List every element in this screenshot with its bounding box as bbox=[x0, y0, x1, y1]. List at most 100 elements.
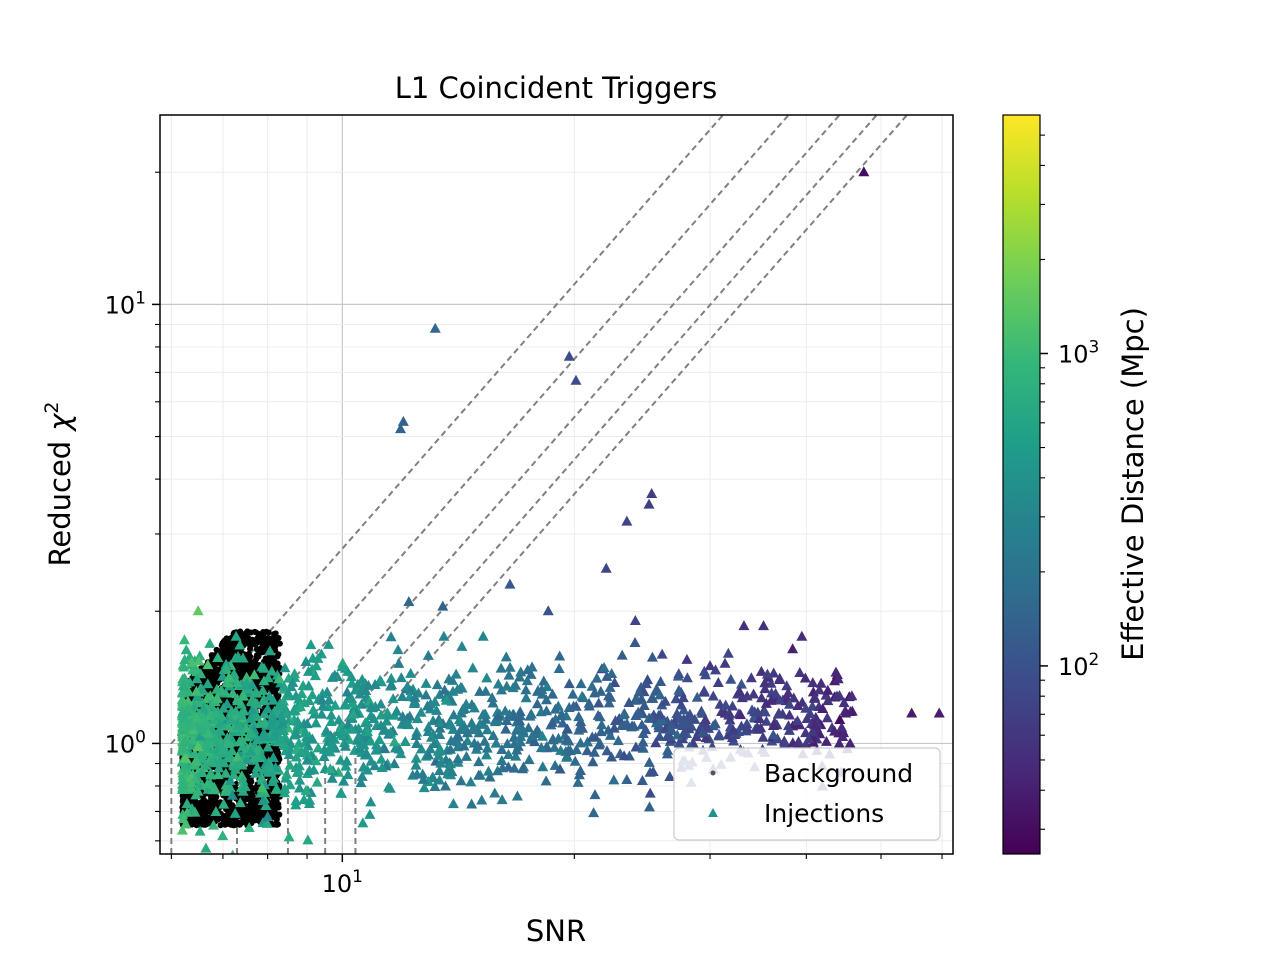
injection-point bbox=[395, 672, 407, 683]
injection-point bbox=[520, 692, 532, 703]
injection-point bbox=[792, 700, 804, 711]
injection-point bbox=[324, 746, 336, 757]
injection-point bbox=[257, 684, 269, 695]
injection-point bbox=[258, 662, 270, 673]
injection-point bbox=[440, 694, 452, 705]
injection-point bbox=[577, 722, 589, 733]
injection-point bbox=[365, 796, 377, 807]
injection-point bbox=[179, 760, 191, 771]
injection-point bbox=[290, 728, 302, 739]
injection-point bbox=[569, 755, 581, 766]
injection-point bbox=[561, 723, 573, 734]
injection-point bbox=[213, 762, 225, 773]
injection-point bbox=[492, 710, 504, 721]
injection-point bbox=[465, 776, 477, 787]
injection-point bbox=[420, 677, 432, 688]
injection-point bbox=[608, 722, 620, 733]
injection-point bbox=[340, 760, 352, 771]
injection-point bbox=[546, 716, 558, 727]
injection-point bbox=[178, 634, 190, 645]
colorbar-gradient bbox=[1002, 114, 1041, 855]
background-point bbox=[255, 817, 261, 824]
injection-point bbox=[424, 743, 436, 754]
injection-point bbox=[511, 790, 523, 801]
injection-point bbox=[673, 684, 685, 695]
injection-point bbox=[274, 698, 286, 709]
injection-point bbox=[514, 671, 526, 682]
injection-point bbox=[257, 794, 269, 805]
injection-point bbox=[298, 793, 310, 804]
injection-point bbox=[251, 734, 263, 745]
injection-point bbox=[411, 737, 423, 748]
injection-point bbox=[364, 695, 376, 706]
background-point bbox=[247, 645, 253, 652]
injection-point bbox=[484, 771, 496, 782]
injection-point bbox=[644, 787, 656, 798]
injection-point bbox=[365, 755, 377, 766]
injection-point bbox=[662, 729, 674, 740]
injection-point bbox=[177, 698, 189, 709]
injection-point bbox=[526, 730, 538, 741]
background-point bbox=[250, 785, 257, 792]
injection-point bbox=[194, 825, 206, 836]
injection-point bbox=[381, 715, 393, 726]
injection-point bbox=[312, 742, 324, 753]
injection-point bbox=[395, 423, 407, 434]
injection-point bbox=[489, 787, 501, 798]
injection-point bbox=[560, 745, 572, 756]
injection-point bbox=[619, 720, 631, 731]
injection-point bbox=[227, 687, 239, 698]
injection-point bbox=[453, 714, 465, 725]
injection-point bbox=[293, 693, 305, 704]
injection-point bbox=[405, 685, 417, 696]
injection-point bbox=[352, 678, 364, 689]
injection-point bbox=[301, 754, 313, 765]
injection-point bbox=[638, 700, 650, 711]
injection-point bbox=[249, 687, 261, 698]
injection-point bbox=[262, 741, 274, 752]
background-point bbox=[188, 821, 195, 828]
injection-point bbox=[326, 772, 338, 783]
injection-point bbox=[817, 702, 829, 713]
injection-point bbox=[431, 679, 443, 690]
injection-point bbox=[250, 767, 262, 778]
injection-point bbox=[707, 690, 719, 701]
injection-point bbox=[787, 643, 799, 654]
y-axis-label: Reducedχ2 bbox=[41, 402, 77, 567]
injection-point bbox=[837, 731, 849, 742]
injection-point bbox=[568, 700, 580, 711]
injection-point bbox=[191, 712, 203, 723]
injection-point bbox=[357, 761, 369, 772]
injection-point bbox=[683, 723, 695, 734]
injection-point bbox=[289, 668, 301, 679]
injection-point bbox=[392, 644, 404, 655]
background-point bbox=[276, 811, 283, 818]
injection-point bbox=[356, 673, 368, 684]
injection-point bbox=[508, 710, 520, 721]
injection-point bbox=[671, 708, 683, 719]
injection-point bbox=[555, 710, 567, 721]
injection-point bbox=[209, 783, 221, 794]
injection-point bbox=[445, 735, 457, 746]
injection-point bbox=[665, 723, 677, 734]
injection-point bbox=[217, 830, 229, 841]
injection-point bbox=[279, 783, 291, 794]
injection-point bbox=[704, 660, 716, 671]
injection-point bbox=[357, 817, 369, 828]
injection-point bbox=[661, 748, 673, 759]
injection-point bbox=[228, 668, 240, 679]
injection-point bbox=[262, 810, 274, 821]
injection-point bbox=[176, 824, 188, 835]
injection-point bbox=[183, 702, 195, 713]
colorbar-tick-label: 102 bbox=[1058, 650, 1099, 681]
injection-point bbox=[282, 687, 294, 698]
injection-point bbox=[572, 776, 584, 787]
injection-point bbox=[630, 741, 642, 752]
injection-point bbox=[836, 721, 848, 732]
injection-point bbox=[241, 683, 253, 694]
injection-point bbox=[629, 615, 641, 626]
injection-point bbox=[197, 702, 209, 713]
injection-point bbox=[808, 692, 820, 703]
injection-point bbox=[411, 713, 423, 724]
injection-point bbox=[643, 756, 655, 767]
